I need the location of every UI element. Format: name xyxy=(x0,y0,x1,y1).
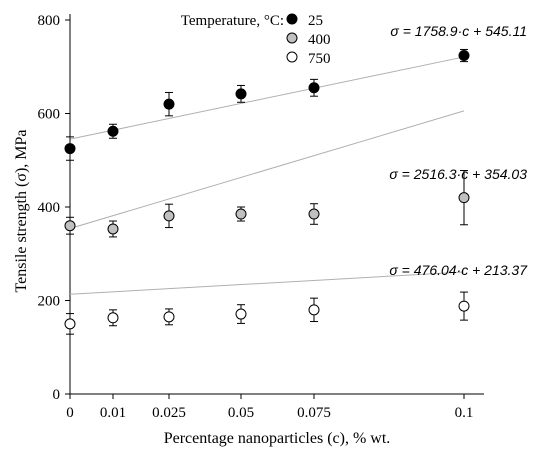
data-point xyxy=(235,308,247,320)
x-axis-label: Percentage nanoparticles (c), % wt. xyxy=(164,430,391,447)
data-point xyxy=(458,192,470,204)
legend: Temperature, °C: 25 400 750 xyxy=(181,13,331,67)
y-tick-label: 600 xyxy=(38,107,61,123)
x-tick-label: 0 xyxy=(66,405,74,421)
data-point xyxy=(235,208,247,220)
data-point xyxy=(235,88,247,100)
axes: 0 200 400 600 800 0 0.01 0.025 0.05 0.075 0.1 xyxy=(38,13,484,421)
legend-marker xyxy=(286,51,298,63)
data-point xyxy=(64,143,76,155)
fit-line xyxy=(69,271,465,295)
x-tick-label: 0.025 xyxy=(152,405,186,421)
fit-equation: σ = 2516.3·c + 354.03 xyxy=(389,166,527,182)
legend-marker xyxy=(286,13,298,25)
y-tick-label: 200 xyxy=(38,294,61,310)
legend-label: 400 xyxy=(308,32,331,48)
data-point xyxy=(308,304,320,316)
data-point xyxy=(107,312,119,324)
y-tick-label: 0 xyxy=(53,387,61,403)
data-point xyxy=(64,220,76,232)
fit-equation: σ = 476.04·c + 213.37 xyxy=(389,262,528,278)
legend-title: Temperature, °C: xyxy=(181,13,284,29)
data-point xyxy=(308,82,320,94)
y-tick-label: 400 xyxy=(38,200,61,216)
data-point xyxy=(64,318,76,330)
fit-line xyxy=(69,110,465,229)
y-tick-label: 800 xyxy=(38,13,61,29)
fit-line xyxy=(69,56,465,140)
fit-lines: σ = 1758.9·c + 545.11 σ = 2516.3·c + 354.… xyxy=(69,23,528,295)
data-point xyxy=(163,210,175,222)
x-tick-label: 0.1 xyxy=(455,405,474,421)
data-point xyxy=(107,223,119,235)
data-point xyxy=(458,300,470,312)
data-marks xyxy=(64,48,470,335)
data-point xyxy=(308,208,320,220)
data-point xyxy=(163,311,175,323)
data-point xyxy=(458,50,470,62)
legend-label: 25 xyxy=(308,13,323,29)
fit-equation: σ = 1758.9·c + 545.11 xyxy=(390,23,527,39)
data-point xyxy=(163,98,175,110)
legend-label: 750 xyxy=(308,51,331,67)
legend-marker xyxy=(286,32,298,44)
x-tick-label: 0.05 xyxy=(228,405,254,421)
y-axis-label: Tensile strength (σ), MPa xyxy=(13,129,30,292)
x-tick-label: 0.075 xyxy=(297,405,331,421)
x-tick-label: 0.01 xyxy=(100,405,126,421)
data-point xyxy=(107,125,119,137)
